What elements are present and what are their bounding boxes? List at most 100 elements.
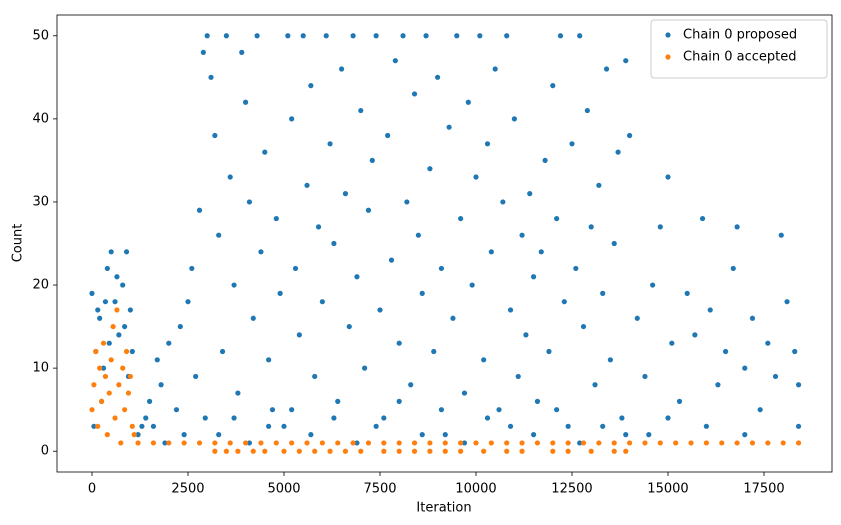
point <box>112 299 118 305</box>
point <box>273 440 279 446</box>
point <box>550 440 556 446</box>
point <box>795 440 802 446</box>
point <box>415 232 421 238</box>
point <box>377 307 383 313</box>
point <box>749 440 756 446</box>
point <box>129 348 135 355</box>
point <box>600 290 606 296</box>
point <box>381 448 387 454</box>
point <box>446 124 452 130</box>
point <box>319 440 325 446</box>
point <box>239 49 245 55</box>
point <box>404 199 410 205</box>
point <box>202 415 208 421</box>
point <box>496 407 502 413</box>
point <box>772 373 779 380</box>
point <box>193 373 199 380</box>
point <box>534 398 541 404</box>
point <box>150 423 157 429</box>
y-tick-label: 0 <box>41 444 49 459</box>
point <box>458 448 464 454</box>
point <box>392 58 398 64</box>
point <box>488 249 494 255</box>
point <box>139 423 145 429</box>
point <box>365 440 372 446</box>
point <box>665 174 671 180</box>
point <box>342 191 349 197</box>
point <box>93 348 99 355</box>
point <box>411 91 418 97</box>
point <box>102 299 109 305</box>
point <box>114 274 120 280</box>
point <box>292 265 299 272</box>
point <box>89 407 95 413</box>
point <box>123 249 130 255</box>
point <box>580 323 587 330</box>
point <box>350 440 356 446</box>
point <box>365 207 372 213</box>
point <box>300 33 306 39</box>
point <box>665 415 671 421</box>
point <box>281 448 287 454</box>
point <box>381 440 387 446</box>
point <box>319 299 325 305</box>
point <box>396 340 402 346</box>
point <box>580 440 587 446</box>
point <box>120 282 126 288</box>
point <box>114 307 120 313</box>
point <box>778 232 784 238</box>
point <box>473 174 479 180</box>
point <box>588 448 594 454</box>
point <box>546 348 552 355</box>
point <box>102 373 109 380</box>
point <box>734 224 740 230</box>
x-tick-label: 12500 <box>551 482 592 497</box>
point <box>488 440 494 446</box>
point <box>106 390 112 396</box>
point <box>362 365 368 371</box>
point <box>246 440 253 446</box>
point <box>354 274 360 280</box>
point <box>122 323 128 330</box>
point <box>554 407 560 413</box>
point <box>442 432 448 438</box>
point <box>481 357 487 363</box>
point <box>246 199 253 205</box>
point <box>242 440 249 446</box>
point <box>208 74 214 80</box>
point <box>338 66 345 72</box>
point <box>458 440 464 446</box>
point <box>89 290 95 296</box>
point <box>623 448 629 454</box>
point <box>423 33 429 39</box>
point <box>369 157 375 164</box>
point <box>692 332 698 338</box>
point <box>530 274 537 280</box>
point <box>91 423 97 429</box>
point <box>438 265 445 272</box>
point <box>219 348 226 355</box>
point <box>262 149 268 155</box>
point <box>611 440 617 446</box>
point <box>557 33 564 39</box>
point <box>285 33 291 39</box>
point <box>584 107 590 114</box>
point <box>504 448 510 454</box>
point <box>185 299 191 305</box>
point <box>127 307 133 313</box>
point <box>162 440 168 446</box>
point <box>308 432 314 438</box>
plot-area <box>57 15 832 472</box>
point <box>561 299 567 305</box>
point <box>607 357 613 363</box>
point <box>104 432 110 438</box>
point <box>592 382 598 388</box>
point <box>125 390 132 396</box>
point <box>258 249 264 255</box>
point <box>296 332 302 338</box>
point <box>484 141 491 147</box>
point <box>408 382 414 388</box>
point <box>442 440 448 446</box>
point <box>550 448 556 454</box>
point <box>135 432 141 438</box>
